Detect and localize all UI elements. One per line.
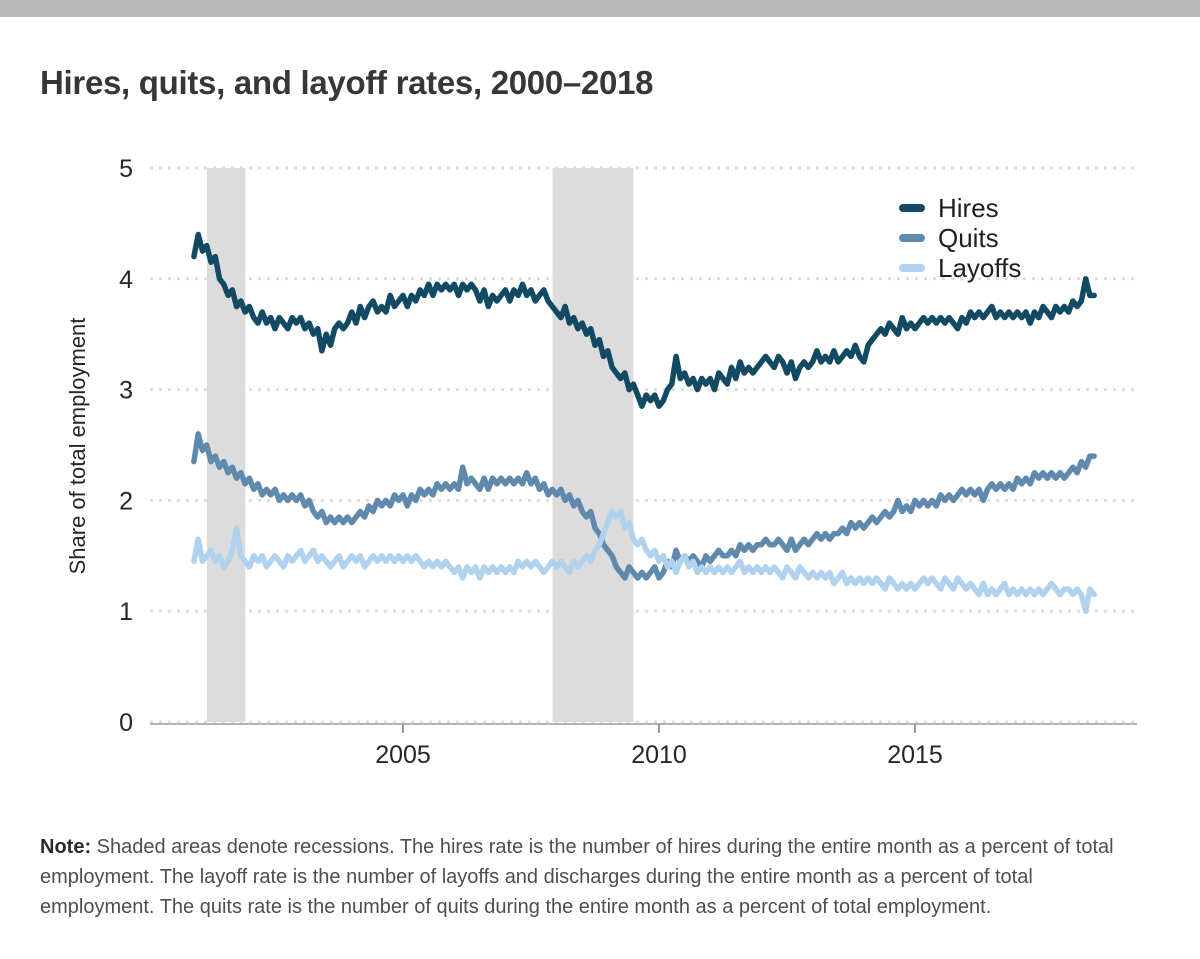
- x-tick-label: 2010: [631, 741, 687, 769]
- note-text: Shaded areas denote recessions. The hire…: [40, 836, 1114, 918]
- legend-item-quits: Quits: [899, 223, 1021, 253]
- chart-title: Hires, quits, and layoff rates, 2000–201…: [40, 64, 654, 101]
- recession-band: [552, 168, 634, 722]
- y-axis-label: Share of total employment: [65, 317, 90, 575]
- legend: Hires Quits Layoffs: [899, 193, 1021, 283]
- top-bar: [0, 0, 1200, 17]
- y-tick-label: 5: [119, 155, 133, 183]
- line-quits: [191, 431, 1097, 581]
- layoffs-swatch-icon: [899, 264, 925, 272]
- y-tick-label: 4: [119, 266, 133, 294]
- recession-band: [206, 168, 246, 722]
- legend-label-layoffs: Layoffs: [938, 252, 1022, 283]
- line-hires: [191, 231, 1097, 409]
- legend-item-layoffs: Layoffs: [899, 253, 1021, 283]
- x-tick-label: 2015: [887, 741, 943, 769]
- y-tick-label: 2: [119, 487, 133, 515]
- y-tick-label: 1: [119, 598, 133, 626]
- line-chart: 0 1 2 3 4 5 2005 2010 2015: [119, 155, 1137, 769]
- y-tick-label: 0: [119, 709, 133, 737]
- line-layoffs: [191, 508, 1097, 614]
- legend-label-hires: Hires: [938, 192, 999, 223]
- note: Note: Shaded areas denote recessions. Th…: [40, 832, 1152, 922]
- hires-swatch-icon: [899, 204, 925, 212]
- x-tick-label: 2005: [375, 741, 431, 769]
- legend-item-hires: Hires: [899, 193, 1021, 223]
- quits-swatch-icon: [899, 234, 925, 242]
- note-label: Note:: [40, 836, 92, 858]
- legend-label-quits: Quits: [938, 222, 999, 253]
- y-tick-label: 3: [119, 377, 133, 405]
